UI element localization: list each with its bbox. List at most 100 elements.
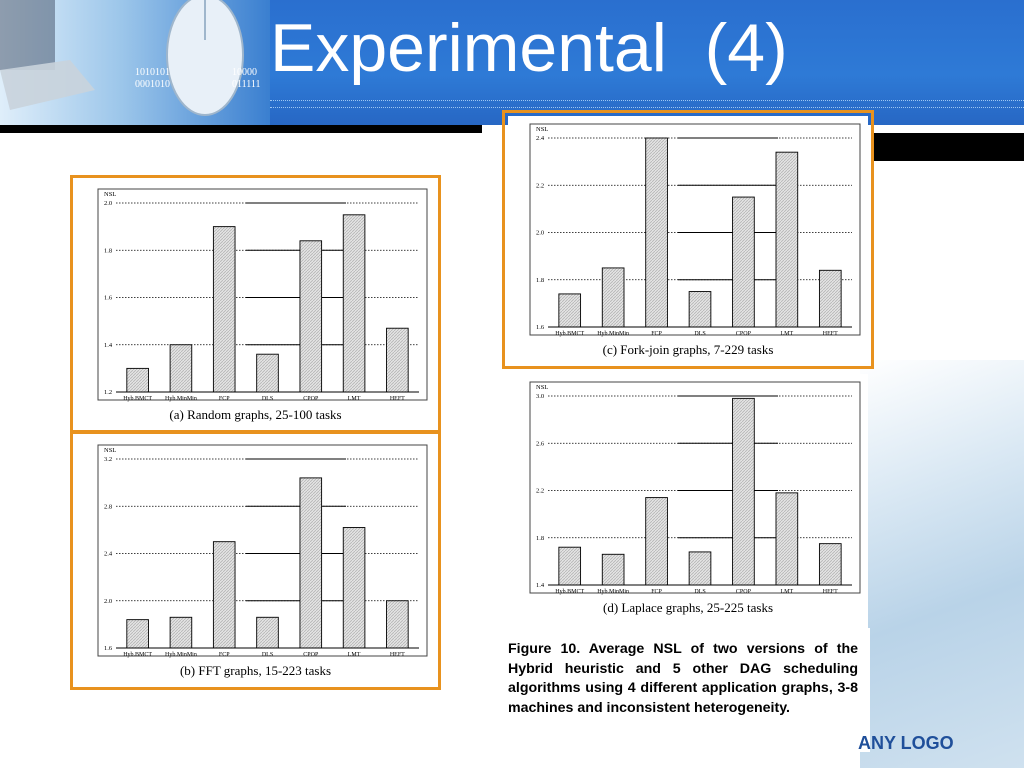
slide-title: Experimental (4) (270, 10, 788, 86)
bar-Hyb.BMCT (126, 619, 149, 649)
header-dotted-rule (270, 100, 1024, 108)
bar-LMT (775, 151, 799, 328)
x-tick-label: LMT (348, 396, 361, 402)
bar-FCP (212, 541, 236, 649)
x-tick-label: Hyb.BMCT (555, 589, 584, 595)
x-tick-label: DLS (262, 396, 273, 402)
plot-frame (97, 188, 428, 401)
x-tick-label: HEFT (390, 652, 405, 658)
laptop-mouse-illustration: 1010101 0001010 10000 011111 (0, 0, 261, 116)
caption-background (482, 628, 870, 752)
y-tick-label: 1.4 (536, 582, 545, 589)
y-tick-label: 2.4 (104, 551, 113, 558)
y-tick-label: 1.2 (104, 389, 112, 396)
y-tick-label: 1.4 (104, 342, 113, 349)
chart-panel-c: NSL 1.6 1.8 2.0 2.2 2.4 Hyb.BMCT Hyb.MinMin FCP D… (508, 116, 868, 363)
x-tick-label: DLS (262, 652, 273, 658)
y-tick-label: 2.2 (536, 488, 544, 495)
x-tick-label: Hyb.BMCT (123, 396, 152, 402)
chart-title: (d) Laplace graphs, 25-225 tasks (603, 600, 773, 615)
bar-Hyb.MinMin (169, 344, 193, 393)
bar-DLS (688, 291, 712, 328)
x-tick-label: LMT (348, 652, 361, 658)
y-tick-label: 1.8 (536, 535, 544, 542)
bar-Hyb.BMCT (558, 293, 582, 328)
chart-c: NSL 1.6 1.8 2.0 2.2 2.4 Hyb.BMCT Hyb.MinMin FCP D… (529, 123, 861, 357)
bar-LMT (775, 492, 799, 586)
binary-text-right: 10000 011111 (232, 67, 261, 90)
x-tick-label: HEFT (823, 331, 838, 337)
y-axis-label: NSL (536, 126, 548, 133)
x-tick-label: FCP (651, 331, 662, 337)
y-tick-label: 2.6 (536, 440, 545, 447)
y-tick-label: 2.4 (536, 135, 545, 142)
bar-Hyb.MinMin (601, 553, 625, 586)
bar-FCP (645, 137, 668, 328)
chart-b: NSL 1.6 2.0 2.4 2.8 3.2 Hyb.BMCT Hyb.MinMin FCP D… (97, 444, 428, 678)
bar-DLS (256, 353, 279, 393)
bar-CPOP (299, 477, 323, 649)
header-image: 1010101 0001010 10000 011111 (0, 0, 270, 125)
background-photo (860, 360, 1024, 768)
bar-Hyb.MinMin (169, 616, 193, 649)
x-tick-label: HEFT (823, 589, 838, 595)
chart-d: NSL 1.4 1.8 2.2 2.6 3.0 Hyb.BMCT Hyb.MinMin FCP D… (529, 381, 861, 615)
bar-CPOP (299, 240, 323, 393)
x-tick-label: Hyb.BMCT (123, 652, 152, 658)
bar-CPOP (732, 196, 755, 328)
bar-FCP (645, 497, 668, 586)
chart-title: (c) Fork-join graphs, 7-229 tasks (603, 342, 774, 357)
bar-DLS (256, 616, 279, 649)
chart-panel-a: NSL 1.2 1.4 1.6 1.8 2.0 Hyb.BMCT Hyb.MinMin FCP D… (76, 181, 435, 427)
header-black-band-right (872, 133, 1024, 161)
y-tick-label: 2.8 (104, 503, 112, 510)
y-tick-label: 2.0 (536, 230, 544, 237)
x-tick-label: LMT (781, 331, 794, 337)
plot-frame (97, 444, 428, 657)
x-tick-label: FCP (651, 589, 662, 595)
bar-LMT (342, 527, 366, 649)
plot-frame (529, 123, 861, 336)
bar-HEFT (818, 543, 842, 586)
x-tick-label: Hyb.MinMin (597, 331, 629, 337)
bar-Hyb.MinMin (601, 267, 625, 328)
figure-caption: Figure 10. Average NSL of two versions o… (508, 641, 858, 716)
bar-FCP (212, 226, 236, 393)
y-tick-label: 1.6 (104, 645, 113, 652)
bar-CPOP (732, 397, 755, 586)
bar-DLS (688, 551, 712, 586)
x-tick-label: DLS (694, 331, 705, 337)
bar-Hyb.BMCT (558, 546, 582, 586)
y-tick-label: 1.8 (104, 247, 112, 254)
plot-frame (529, 381, 861, 594)
x-tick-label: CPOP (736, 331, 752, 337)
bar-HEFT (818, 269, 842, 328)
y-axis-label: NSL (104, 191, 116, 198)
y-axis-label: NSL (536, 384, 548, 391)
x-tick-label: Hyb.BMCT (555, 331, 584, 337)
x-tick-label: CPOP (303, 652, 319, 658)
chart-title: (a) Random graphs, 25-100 tasks (169, 407, 341, 422)
chart-frame-c (502, 110, 874, 369)
bar-HEFT (386, 327, 409, 393)
y-tick-label: 2.0 (104, 598, 112, 605)
chart-a: NSL 1.2 1.4 1.6 1.8 2.0 Hyb.BMCT Hyb.MinMin FCP D… (97, 188, 428, 422)
y-tick-label: 1.6 (536, 324, 545, 331)
y-tick-label: 2.2 (536, 182, 544, 189)
binary-text-left: 1010101 0001010 (135, 67, 170, 90)
chart-frame-b (70, 431, 441, 690)
chart-title: (b) FFT graphs, 15-223 tasks (180, 663, 331, 678)
chart-panel-b: NSL 1.6 2.0 2.4 2.8 3.2 Hyb.BMCT Hyb.MinMin FCP D… (76, 437, 435, 684)
y-tick-label: 1.8 (536, 277, 544, 284)
chart-panel-d: NSL 1.4 1.8 2.2 2.6 3.0 Hyb.BMCT Hyb.MinMin FCP D… (508, 374, 868, 628)
x-tick-label: FCP (219, 396, 230, 402)
x-tick-label: CPOP (303, 396, 319, 402)
bar-HEFT (386, 600, 409, 649)
bar-Hyb.BMCT (126, 367, 149, 393)
x-tick-label: DLS (694, 589, 705, 595)
x-tick-label: FCP (219, 652, 230, 658)
x-tick-label: LMT (781, 589, 794, 595)
header-black-band (0, 125, 482, 133)
company-logo-text: ANY LOGO (858, 733, 954, 753)
y-axis-label: NSL (104, 447, 116, 454)
